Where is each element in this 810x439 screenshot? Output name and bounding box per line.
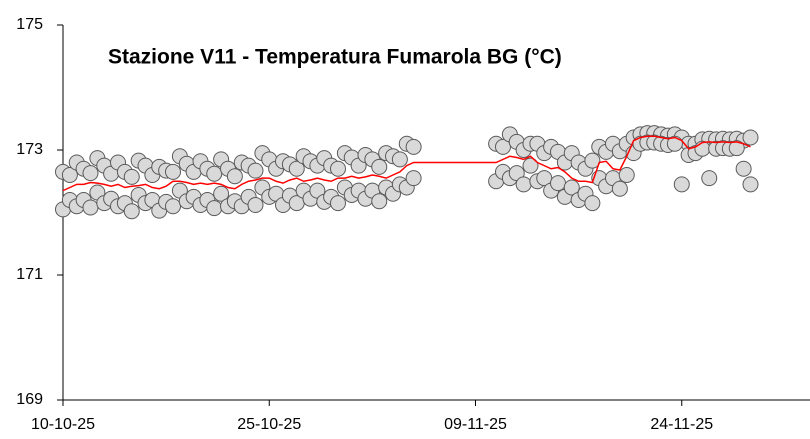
x-tick-label: 10-10-25: [31, 416, 95, 433]
y-tick-label: 169: [16, 391, 43, 408]
scatter-point: [165, 198, 181, 215]
scatter-point: [694, 140, 711, 157]
scatter-point: [371, 158, 388, 175]
x-tick-label: 24-11-25: [650, 416, 713, 433]
scatter-point: [735, 160, 752, 177]
scatter-point: [330, 160, 346, 177]
scatter-point: [206, 200, 223, 217]
y-tick-label: 175: [16, 16, 43, 33]
scatter-point: [701, 170, 718, 187]
x-tick-label: 25-10-25: [237, 416, 301, 433]
scatter-point: [495, 138, 511, 155]
scatter-point: [536, 170, 553, 187]
scatter-point: [123, 203, 140, 220]
scatter-point: [61, 167, 78, 183]
scatter-point: [673, 176, 690, 193]
scatter-point: [611, 180, 628, 197]
scatter-point: [584, 195, 601, 212]
chart-title: Stazione V11 - Temperatura Fumarola BG (…: [108, 46, 562, 69]
scatter-point: [165, 163, 181, 180]
scatter-point: [213, 185, 230, 202]
y-tick-label: 171: [16, 266, 43, 283]
scatter-point: [550, 175, 566, 192]
scatter-point: [584, 152, 601, 169]
scatter-point: [563, 179, 580, 196]
scatter-point: [742, 129, 759, 146]
scatter-point: [247, 162, 264, 179]
scatter-point: [82, 199, 99, 216]
scatter-point: [82, 165, 99, 182]
scatter-point: [226, 168, 243, 185]
scatter-point: [247, 197, 264, 213]
scatter-point: [618, 167, 635, 183]
scatter-point: [391, 151, 408, 168]
x-tick-label: 09-11-25: [444, 416, 507, 433]
scatter-point: [742, 176, 759, 193]
scatter-point: [728, 140, 745, 157]
scatter-point: [405, 170, 422, 187]
scatter-point: [405, 138, 422, 155]
scatter-point: [123, 168, 140, 185]
y-tick-label: 173: [16, 141, 43, 158]
scatter-point: [371, 193, 388, 210]
scatter-point: [330, 195, 346, 212]
scatter-point: [288, 160, 305, 177]
scatter-point: [206, 165, 223, 182]
scatter-point: [515, 176, 532, 193]
scatter-point: [522, 157, 539, 174]
line: [62, 135, 751, 192]
